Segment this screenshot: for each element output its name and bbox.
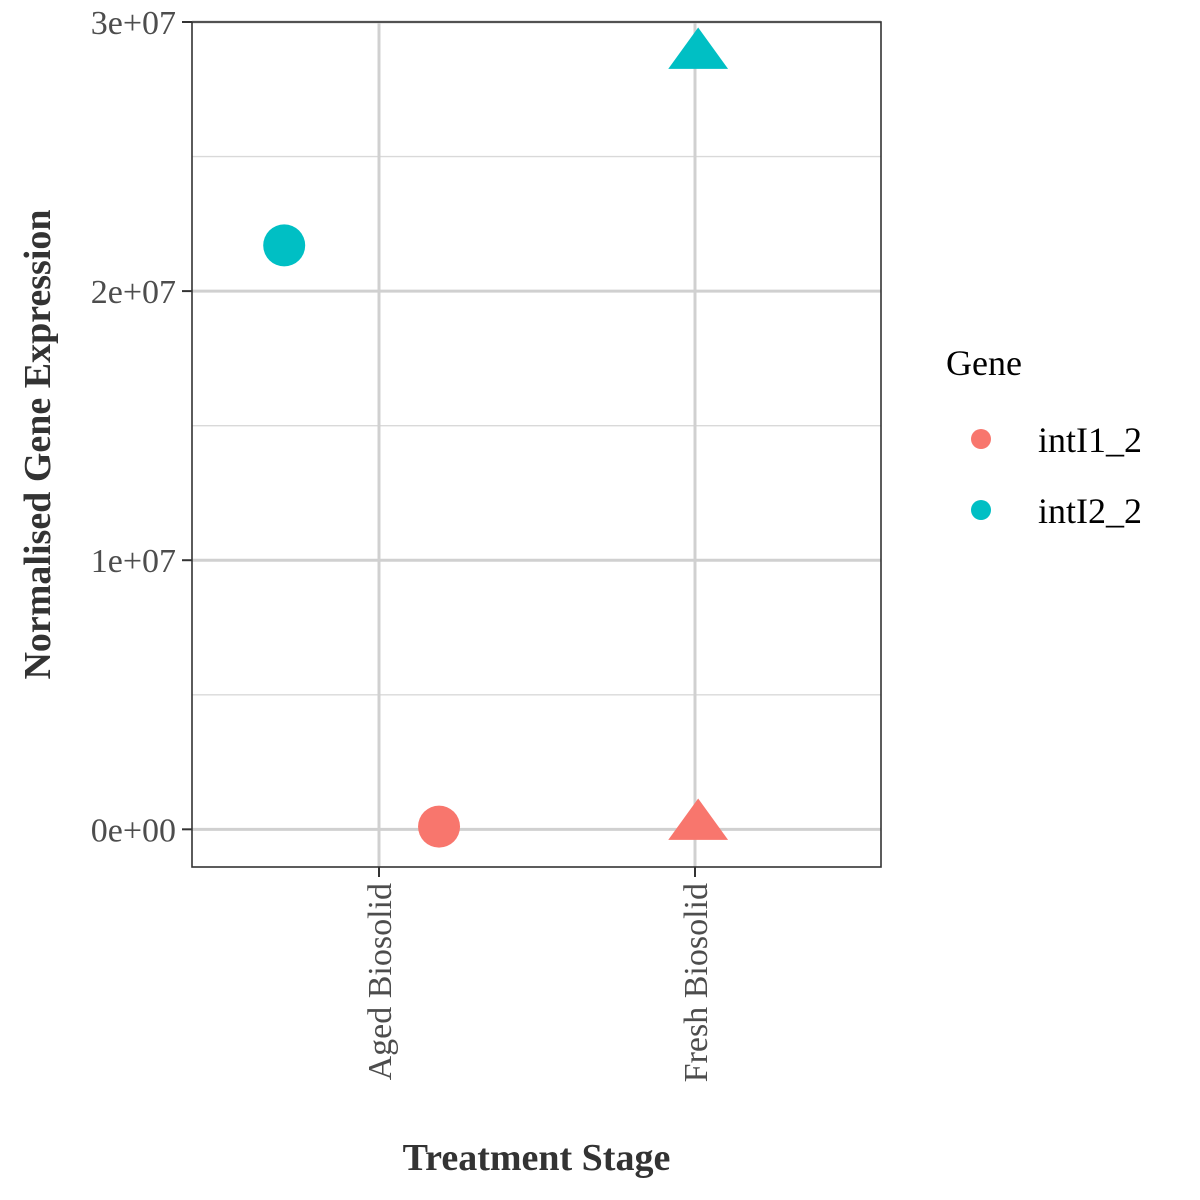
data-points <box>263 27 729 848</box>
legend-title: Gene <box>946 343 1022 383</box>
data-point-intI2_2-triangle <box>668 27 729 69</box>
data-point-intI2_2-circle <box>263 224 306 267</box>
y-tick-label: 3e+07 <box>91 5 176 42</box>
data-point-intI1_2-circle <box>418 805 461 848</box>
x-axis-title: Treatment Stage <box>403 1137 671 1179</box>
plot-panel-background <box>192 22 881 867</box>
legend-label: intI2_2 <box>1038 491 1142 531</box>
x-axis: Aged Biosolid Fresh Biosolid <box>362 867 715 1082</box>
minor-gridlines <box>192 155 881 696</box>
plot-panel-border <box>191 21 882 868</box>
x-tick-label: Fresh Biosolid <box>678 883 715 1082</box>
legend-key <box>971 500 991 520</box>
legend-key <box>971 429 991 449</box>
x-tick-label: Aged Biosolid <box>362 883 399 1080</box>
legend-label: intI1_2 <box>1038 420 1142 460</box>
y-axis: 0e+00 1e+07 2e+07 3e+07 <box>91 5 192 849</box>
legend-entries: intI1_2 intI2_2 <box>971 420 1142 531</box>
legend: Gene intI1_2 intI2_2 <box>946 343 1142 531</box>
data-point-intI1_2-triangle <box>668 798 729 840</box>
y-tick-label: 2e+07 <box>91 274 176 311</box>
y-tick-label: 1e+07 <box>91 543 176 580</box>
y-tick-label: 0e+00 <box>91 812 176 849</box>
y-axis-title: Normalised Gene Expression <box>17 209 59 679</box>
